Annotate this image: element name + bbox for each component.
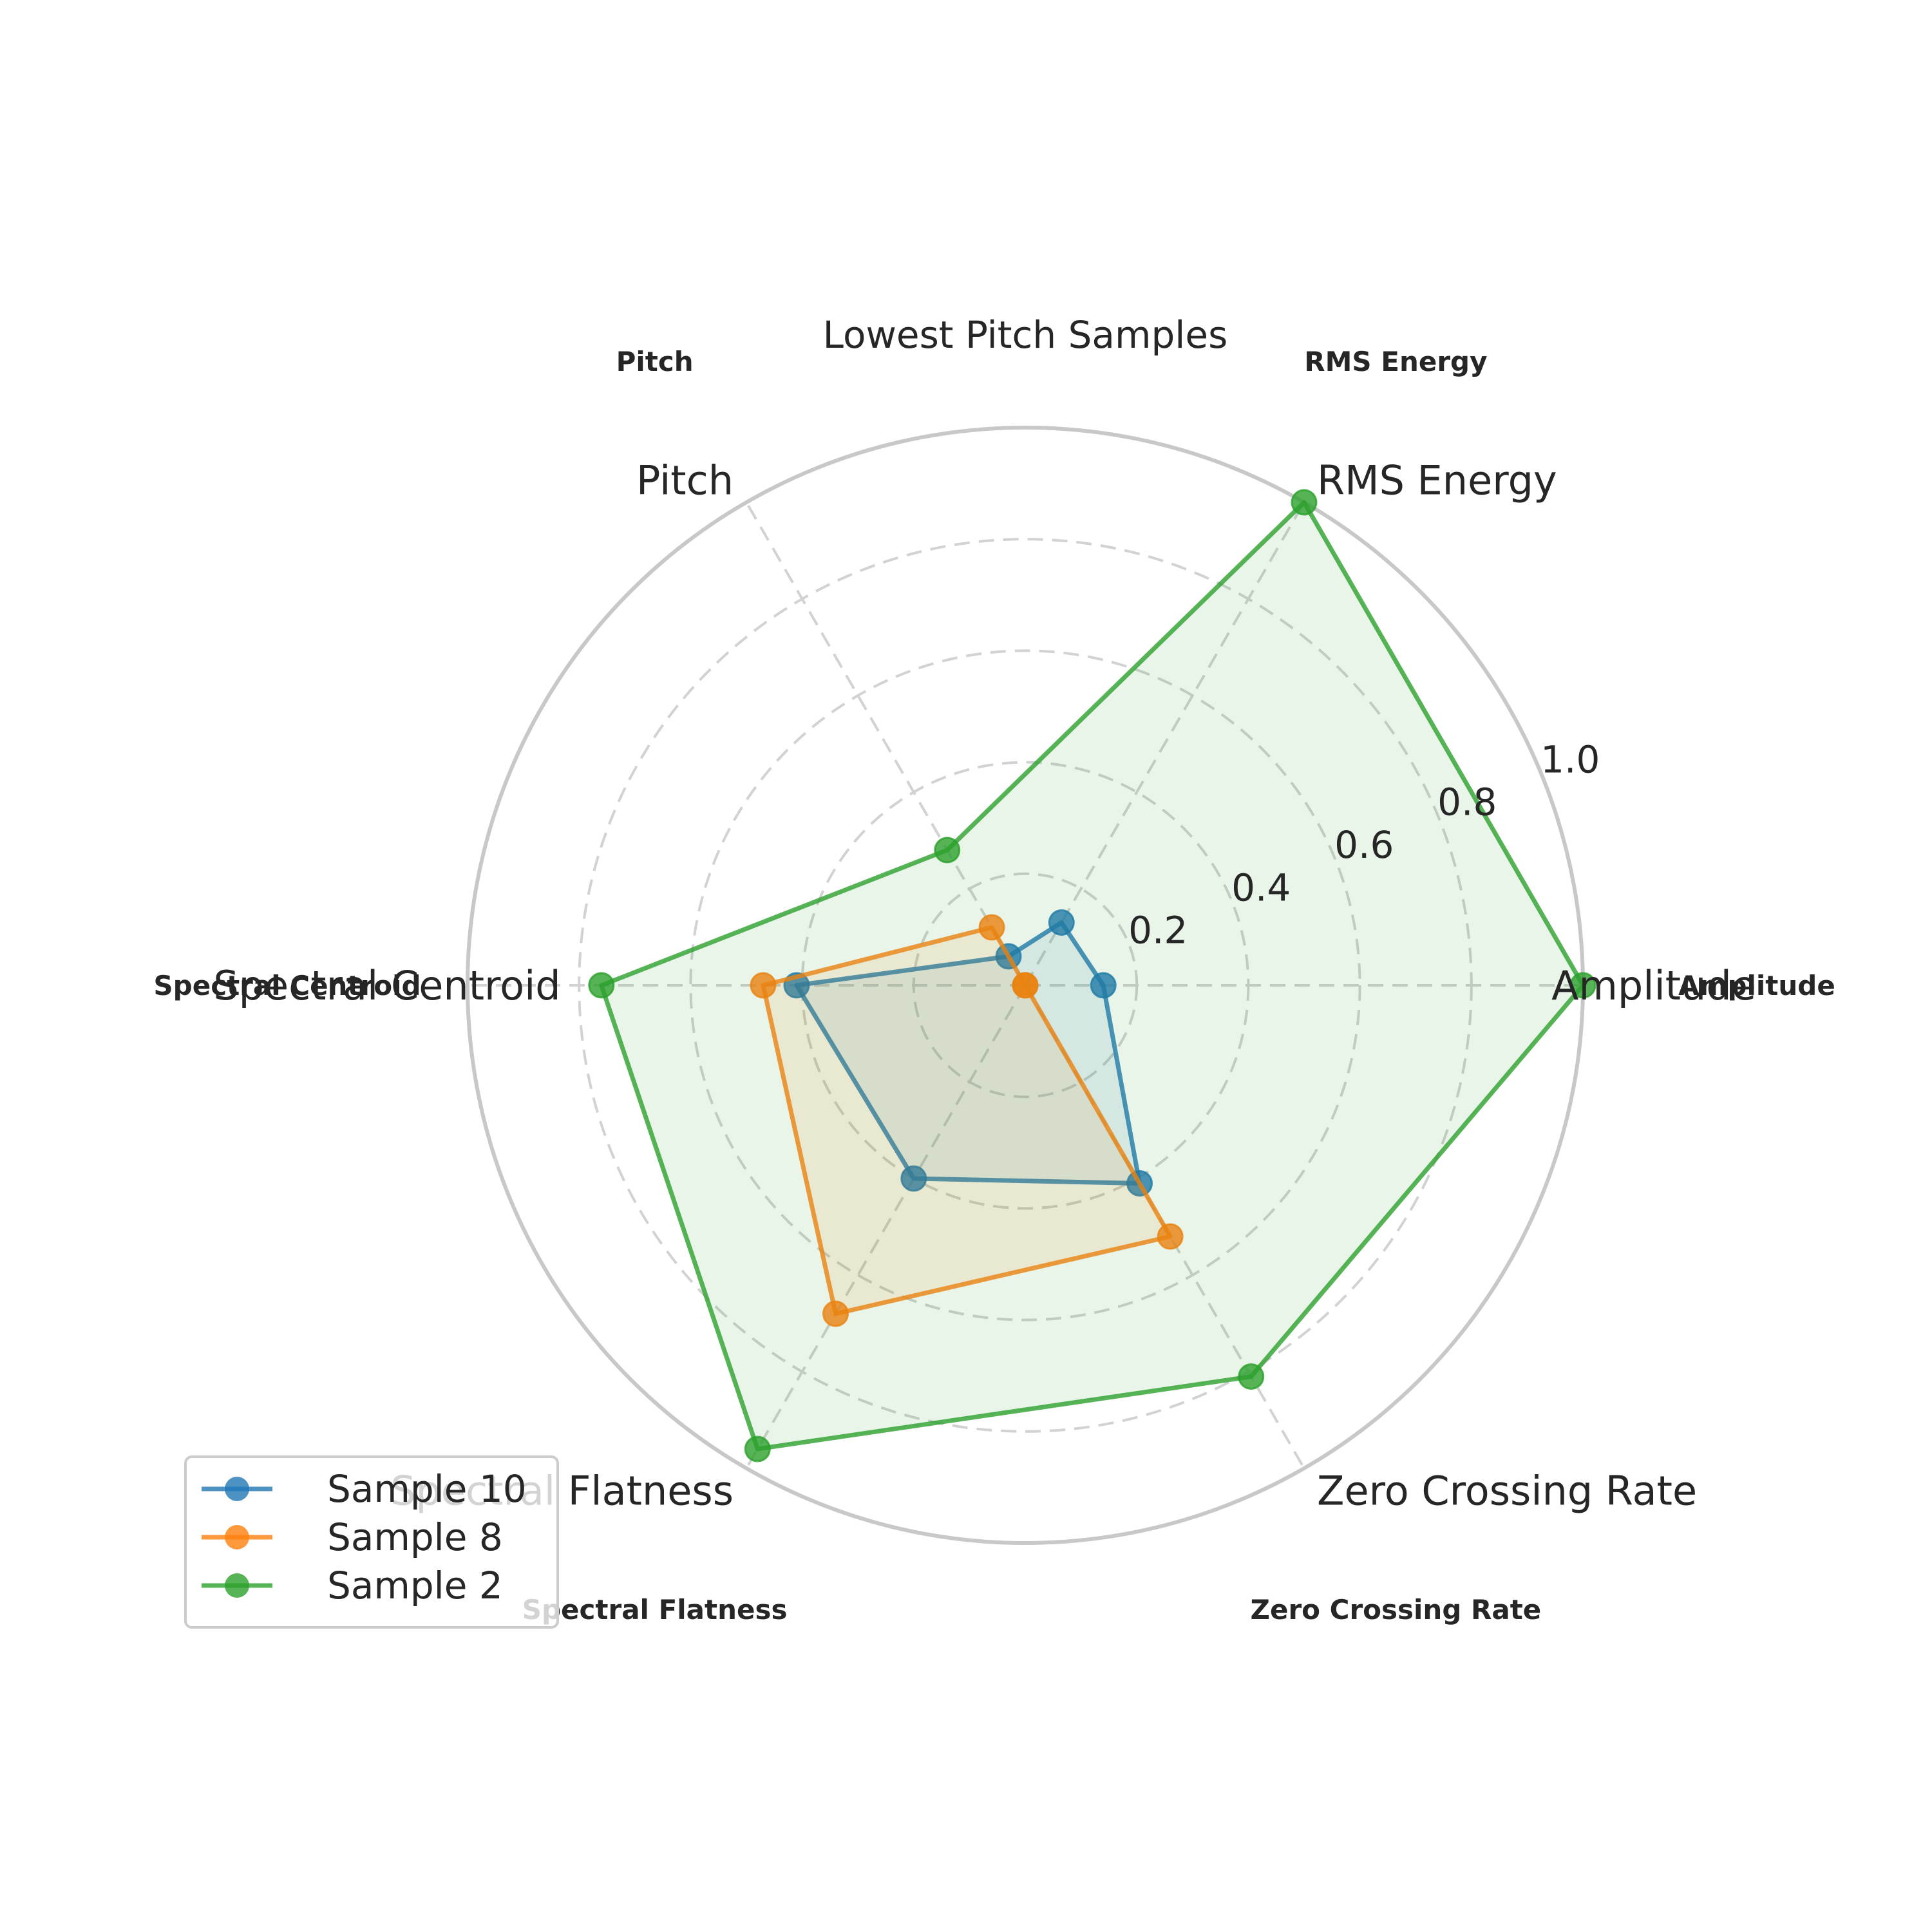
axis-label-bold-pitch: Pitch (616, 346, 694, 377)
axis-label-bold-rms-energy: RMS Energy (1304, 346, 1487, 377)
axis-label-zero-crossing-rate: Zero Crossing Rate (1317, 1468, 1697, 1515)
data-point-amplitude (1090, 972, 1117, 999)
radial-tick-labels: 0.2 0.4 0.6 0.8 1.0 (1128, 737, 1600, 952)
legend-label: Sample 8 (327, 1515, 503, 1559)
data-point-rms-energy (1291, 489, 1318, 516)
series-sample-10 (783, 909, 1153, 1197)
series-fill (796, 922, 1140, 1184)
data-point-spectral-flatness (822, 1300, 849, 1327)
data-point-pitch (934, 837, 961, 864)
series-fill (601, 502, 1583, 1449)
axis-label-rms-energy: RMS Energy (1317, 457, 1557, 504)
spoke-pitch (745, 502, 1027, 986)
data-point-zero-crossing-rate (1238, 1363, 1265, 1390)
legend-label: Sample 10 (327, 1467, 527, 1511)
legend-marker (225, 1477, 249, 1501)
grid-circle-3 (689, 649, 1361, 1321)
data-point-amplitude (1569, 972, 1596, 999)
data-point-spectral-centroid (588, 972, 615, 999)
r-tick-label-4: 0.8 (1437, 781, 1497, 824)
series-sample-8 (750, 914, 1184, 1327)
data-point-spectral-flatness (744, 1435, 771, 1463)
legend-item-sample-2: Sample 2 (202, 1564, 503, 1607)
axis-label-spectral-centroid: Spectral Centroid (213, 962, 560, 1009)
legend-marker (225, 1573, 249, 1598)
series-sample-2 (588, 489, 1596, 1463)
spoke-spectral-flatness (745, 985, 1027, 1469)
chart-title: Lowest Pitch Samples (823, 313, 1228, 357)
data-point-rms-energy (1012, 972, 1039, 999)
series-fill (763, 927, 1171, 1314)
r-tick-label-3: 0.6 (1334, 823, 1394, 867)
axis-label-bold-spectral-centroid: Spectral Centroid (153, 970, 421, 1001)
data-point-zero-crossing-rate (1157, 1223, 1184, 1250)
legend-marker (225, 1525, 249, 1549)
axis-label-bold-zero-crossing-rate: Zero Crossing Rate (1251, 1594, 1542, 1625)
radar-series (588, 489, 1596, 1463)
axis-label-pitch: Pitch (636, 457, 734, 504)
legend-item-sample-10: Sample 10 (202, 1467, 527, 1511)
spoke-rms-energy (1024, 502, 1305, 986)
data-point-pitch (978, 914, 1005, 941)
data-point-spectral-flatness (900, 1165, 927, 1192)
legend-item-sample-8: Sample 8 (202, 1515, 503, 1559)
axis-label-amplitude: Amplitude (1551, 962, 1756, 1009)
data-point-rms-energy (1048, 909, 1075, 936)
data-point-spectral-centroid (750, 972, 777, 999)
r-tick-label-1: 0.2 (1128, 909, 1188, 952)
axis-label-bold-amplitude: Amplitude (1678, 970, 1835, 1001)
axis-label-bold-spectral-flatness: Spectral Flatness (522, 1594, 788, 1625)
legend-box (184, 1455, 559, 1629)
legend-label: Sample 2 (327, 1564, 503, 1607)
r-tick-label-5: 1.0 (1540, 737, 1600, 781)
r-tick-label-2: 0.4 (1231, 866, 1291, 909)
